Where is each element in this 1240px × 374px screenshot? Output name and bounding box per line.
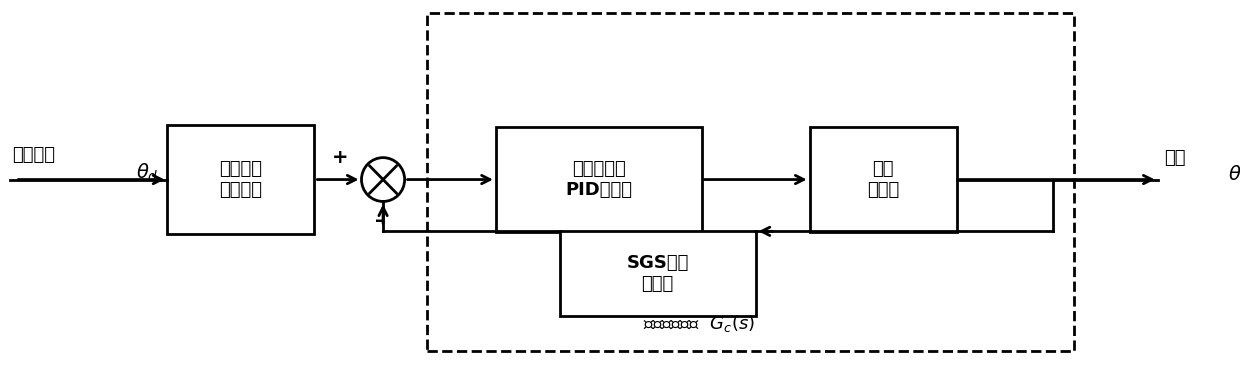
Bar [559, 232, 755, 316]
Text: 不完全微分
PID控制器: 不完全微分 PID控制器 [565, 160, 632, 199]
Text: SGS应变
传感器: SGS应变 传感器 [626, 254, 688, 293]
Circle shape [362, 157, 404, 202]
Text: 设定输入: 设定输入 [12, 145, 56, 164]
Bar [810, 127, 956, 232]
Bar [428, 13, 1074, 352]
Text: 闭环控制系统  $G_c(s)$: 闭环控制系统 $G_c(s)$ [642, 313, 755, 334]
Text: 输出: 输出 [1164, 148, 1185, 167]
Text: $\theta$: $\theta$ [1228, 165, 1240, 184]
Bar [167, 125, 315, 234]
Text: -: - [376, 211, 383, 230]
Text: 快速
反射镜: 快速 反射镜 [867, 160, 899, 199]
Text: 零相差前
馈补偿器: 零相差前 馈补偿器 [219, 160, 263, 199]
Text: +: + [331, 148, 348, 167]
Bar [496, 127, 702, 232]
Text: $\theta_d$: $\theta_d$ [136, 162, 159, 184]
